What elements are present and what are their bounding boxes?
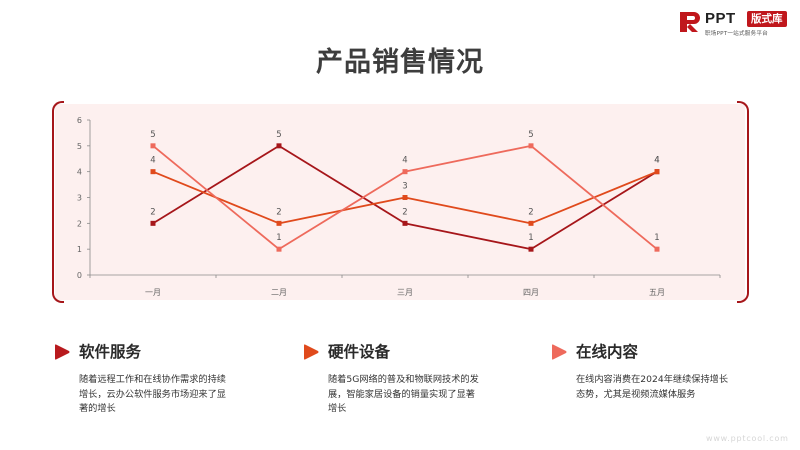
- data-label: 1: [528, 233, 533, 243]
- page-title: 产品销售情况: [316, 47, 484, 78]
- x-tick-label: 一月: [145, 288, 161, 297]
- y-tick-label: 1: [77, 245, 82, 254]
- data-label: 2: [528, 207, 533, 217]
- series-3-point: [402, 169, 408, 175]
- series-2-point: [654, 169, 660, 175]
- x-tick-label: 四月: [523, 288, 539, 297]
- card-text: 随着5G网络的普及和物联网技术的发展，智能家居设备的销量实现了显著增长: [328, 374, 479, 414]
- logo-tagline: 职场PPT一站式服务平台: [705, 31, 768, 37]
- play-arrow-icon: [55, 344, 70, 360]
- chart-panel: [55, 104, 745, 300]
- y-tick-label: 2: [77, 219, 82, 228]
- series-2-point: [402, 195, 408, 200]
- x-tick-label: 三月: [397, 288, 413, 297]
- data-label: 5: [150, 130, 155, 140]
- play-arrow-icon: [304, 344, 319, 360]
- data-label: 1: [654, 233, 659, 243]
- series-1-point: [150, 220, 156, 226]
- series-3-point: [150, 143, 156, 149]
- x-tick-label: 五月: [649, 288, 665, 297]
- x-tick-label: 二月: [271, 288, 287, 297]
- card-title: 软件服务: [79, 343, 142, 361]
- data-label: 4: [150, 156, 155, 166]
- data-label: 5: [276, 130, 281, 140]
- card-title: 硬件设备: [328, 343, 391, 361]
- series-1-point: [276, 143, 282, 149]
- data-label: 2: [150, 207, 155, 217]
- data-label: 4: [654, 156, 659, 166]
- data-label: 2: [276, 207, 281, 217]
- watermark: www.pptcool.com: [706, 434, 789, 443]
- y-tick-label: 5: [77, 142, 82, 151]
- card-text: 随着远程工作和在线协作需求的持续增长，云办公软件服务市场迎来了显著的增长: [79, 374, 226, 414]
- data-label: 1: [276, 233, 281, 243]
- series-1-point: [402, 220, 408, 226]
- logo-mark-icon: [680, 12, 700, 32]
- data-label: 2: [402, 207, 407, 217]
- series-2-point: [150, 169, 156, 175]
- y-tick-label: 0: [77, 271, 82, 280]
- card-title: 在线内容: [576, 343, 639, 361]
- series-1-point: [528, 246, 534, 252]
- series-2-point: [276, 220, 282, 226]
- y-tick-label: 6: [77, 116, 82, 125]
- chart-bracket-left: [52, 101, 64, 303]
- series-3-point: [654, 246, 660, 252]
- series-2-point: [528, 220, 534, 226]
- card-text: 在线内容消费在2024年继续保持增长态势，尤其是视频流媒体服务: [576, 374, 729, 400]
- logo-brand-text: PPT: [705, 10, 736, 27]
- chart-bracket-right: [737, 101, 749, 303]
- series-3-point: [528, 143, 534, 149]
- play-arrow-icon: [552, 344, 567, 360]
- series-3-point: [276, 246, 282, 252]
- data-label: 5: [528, 130, 533, 140]
- data-label: 4: [654, 156, 659, 166]
- data-label: 4: [402, 156, 407, 166]
- data-label: 3: [402, 182, 407, 192]
- brand-logo: PPT 版式库 职场PPT一站式服务平台: [678, 8, 796, 38]
- y-tick-label: 3: [77, 194, 82, 203]
- logo-badge: 版式库: [747, 11, 787, 27]
- y-tick-label: 4: [77, 168, 82, 177]
